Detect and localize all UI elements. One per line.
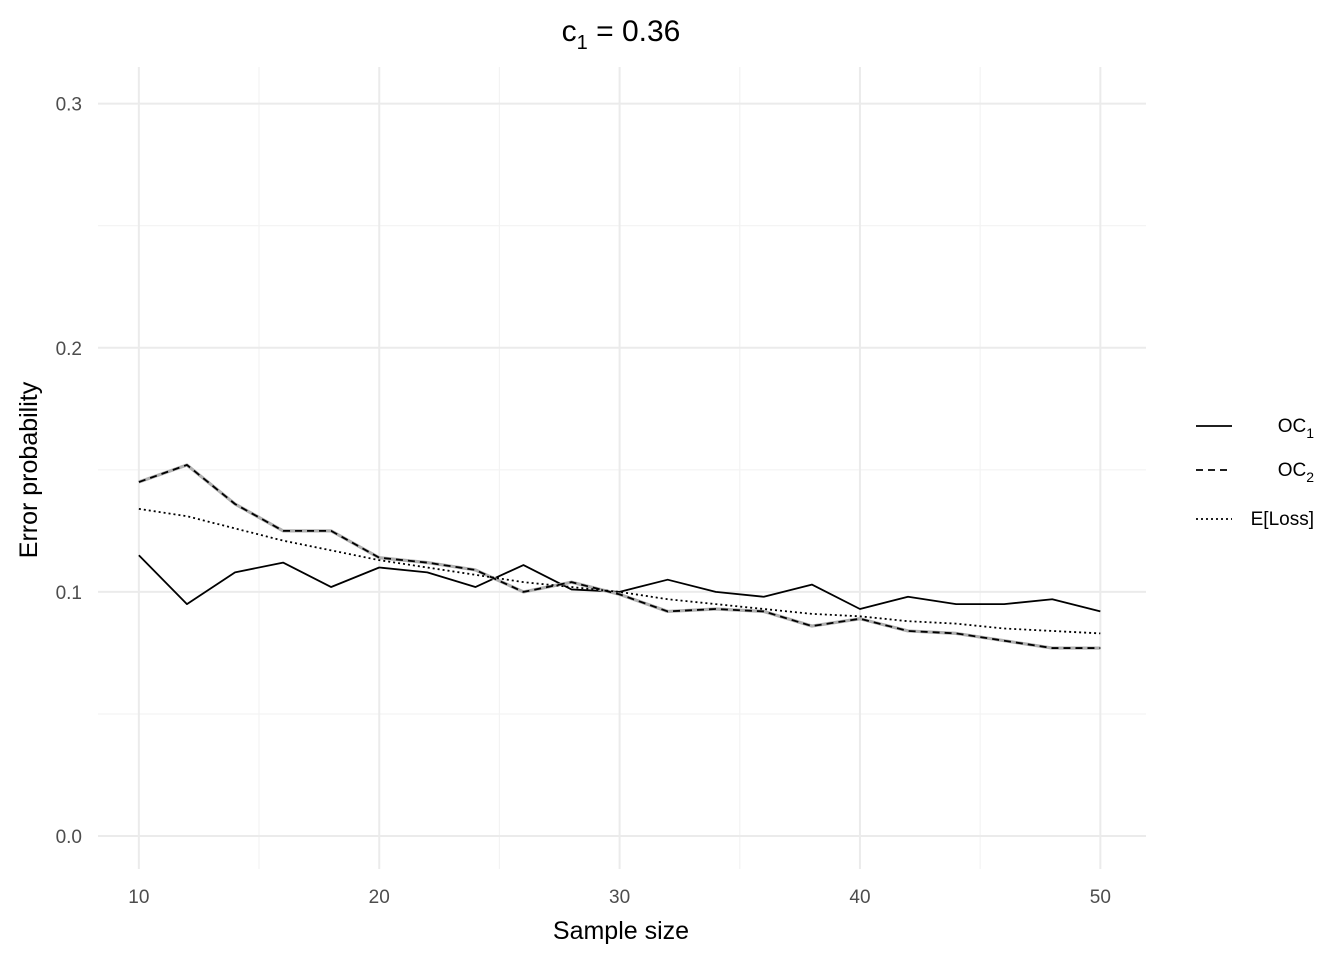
legend-label-2: OC2 [1278,460,1315,485]
x-tick-label: 50 [1090,887,1111,908]
grid [98,67,1146,869]
y-tick-label: 0.3 [56,95,82,116]
y-tick-label: 0.1 [56,583,82,604]
series-line-1 [138,554,1101,613]
x-tick-label: 30 [609,887,630,908]
series-line-3 [138,508,1101,635]
x-tick-label: 20 [369,887,390,908]
x-axis-tick-labels: 10 20 30 40 50 [128,887,1111,908]
legend-label-3: E[Loss] [1251,509,1314,530]
series-line-2 [138,464,1101,649]
y-tick-label: 0.0 [56,827,82,848]
chart-title-subscript: 1 [577,32,588,54]
legend-label-1: OC1 [1278,416,1315,441]
y-axis-title: Error probability [15,381,43,558]
y-axis-tick-labels: 0.0 0.1 0.2 0.3 [56,95,82,848]
x-tick-label: 40 [849,887,870,908]
x-tick-label: 10 [128,887,149,908]
legend: OC1 OC2 E[Loss] [1196,416,1314,530]
series-lines [138,463,1101,650]
x-axis-title: Sample size [553,917,689,945]
chart-title: c1 = 0.36 [562,15,681,54]
y-tick-label: 0.2 [56,339,82,360]
